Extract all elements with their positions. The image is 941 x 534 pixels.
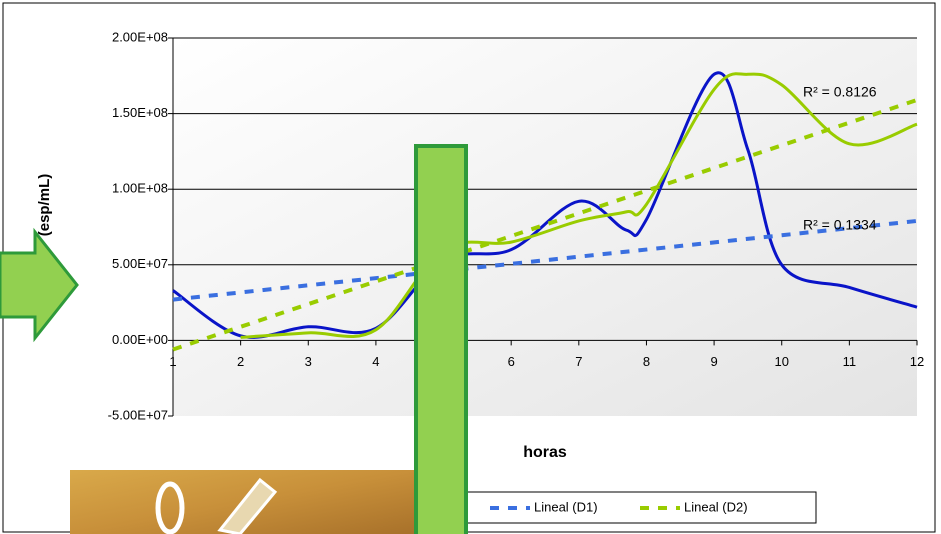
photo-detail [217,477,278,534]
annotation: R² = 0.1334 [803,217,877,233]
x-tick-label: 1 [169,354,176,369]
x-axis-label: horas [523,444,567,461]
data-line [240,72,918,339]
x-tick-label: 10 [774,354,788,369]
x-tick-label: 7 [575,354,582,369]
x-tick-label: 11 [843,354,857,369]
bar-overlay [414,144,468,534]
x-tick-label: 6 [508,354,515,369]
plot-area [173,38,917,416]
x-tick-label: 3 [305,354,312,369]
y-tick-label: 2.00E+08 [112,29,168,44]
x-tick-label: 8 [643,354,650,369]
y-tick-label: 0.00E+00 [112,332,168,347]
photo-detail [155,481,185,534]
y-tick-label: 1.50E+08 [112,105,168,120]
x-tick-label: 9 [710,354,717,369]
legend-label: Lineal (D1) [534,499,598,514]
trend-line [172,98,918,352]
annotation: R² = 0.8126 [803,84,877,100]
y-tick-label: 5.00E+07 [112,256,168,271]
arrow-overlay [0,227,79,343]
data-line [172,71,918,339]
y-tick-label: -5.00E+07 [108,407,168,422]
x-tick-label: 12 [910,354,924,369]
y-axis-label: (esp/mL) [36,174,53,237]
y-tick-label: 1.00E+08 [112,181,168,196]
x-tick-label: 2 [237,354,244,369]
legend-label: Lineal (D2) [684,499,748,514]
x-tick-label: 4 [372,354,379,369]
